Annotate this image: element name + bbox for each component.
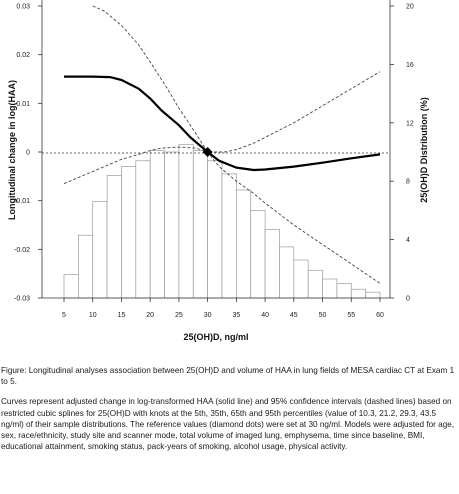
x-tick-label: 25 — [175, 312, 183, 319]
x-tick-label: 35 — [232, 312, 240, 319]
y2-tick-label: 4 — [406, 237, 410, 244]
y-tick-label: 0.01 — [16, 101, 30, 108]
x-tick-label: 60 — [376, 312, 384, 319]
x-tick-label: 30 — [204, 312, 212, 319]
histogram-bar — [307, 269, 323, 299]
caption-description: Curves represent adjusted change in log-… — [1, 397, 455, 452]
spline-curves — [63, 5, 381, 284]
y-tick-label: 0 — [26, 150, 30, 157]
histogram-bar — [221, 173, 237, 299]
histogram-bar — [149, 150, 165, 299]
x-axis-title: 25(OH)D, ng/ml — [183, 332, 248, 342]
histogram-bar — [236, 189, 252, 299]
y-axis-title: Longitudinal change in log(HAA) — [7, 80, 17, 220]
x-tick-label: 10 — [89, 312, 97, 319]
y-tick-label: -0.02 — [14, 247, 30, 254]
histogram-bar — [78, 234, 94, 299]
y2-axis-title: 25(OH)D Distribution (%) — [419, 97, 429, 203]
x-tick-label: 15 — [118, 312, 126, 319]
histogram-bar — [264, 229, 280, 299]
y2-tick-label: 8 — [406, 179, 410, 186]
adjusted-change-curve — [64, 75, 381, 172]
histogram-bar — [178, 144, 194, 299]
histogram-bar — [164, 151, 180, 299]
histogram-bar — [121, 166, 137, 299]
y2-tick-label: 20 — [406, 4, 414, 11]
histogram-bars — [63, 144, 381, 299]
y-tick-label: 0.02 — [16, 52, 30, 59]
x-tick-label: 5 — [62, 312, 66, 319]
histogram-bar — [350, 288, 366, 299]
histogram-bar — [207, 160, 223, 299]
histogram-bar — [293, 259, 309, 299]
y2-tick-label: 16 — [406, 62, 414, 69]
y2-tick-label: 12 — [406, 120, 414, 127]
histogram-bar — [192, 150, 208, 299]
y-tick-label: 0.03 — [16, 4, 30, 11]
x-tick-label: 55 — [347, 312, 355, 319]
y2-tick-label: 0 — [406, 296, 410, 303]
x-tick-label: 40 — [261, 312, 269, 319]
histogram-bar — [336, 283, 352, 299]
plot-frame — [41, 0, 391, 299]
caption-title: Figure: Longitudinal analyses associatio… — [1, 366, 455, 387]
histogram-bar — [279, 246, 295, 299]
y-tick-label: -0.01 — [14, 198, 30, 205]
histogram-bar — [250, 210, 266, 299]
spline-histogram-chart: 5 10 15 20 25 30 35 40 45 50 55 600.030.020.010-0.0… — [7, 0, 429, 342]
histogram-bar — [106, 175, 122, 299]
axis-ticks: 5 10 15 20 25 30 35 40 45 50 55 600.030.020.010-0.0… — [14, 4, 414, 320]
reference-diamond-marker — [202, 147, 213, 157]
histogram-bar — [63, 274, 79, 299]
histogram-bar — [92, 201, 108, 299]
histogram-bar — [365, 291, 381, 299]
y-tick-label: -0.03 — [14, 296, 30, 303]
x-tick-label: 20 — [146, 312, 154, 319]
x-tick-label: 45 — [290, 312, 298, 319]
histogram-bar — [322, 278, 338, 299]
x-tick-label: 50 — [319, 312, 327, 319]
figure-caption: Figure: Longitudinal analyses associatio… — [1, 365, 457, 461]
upper-ci-curve — [92, 5, 381, 153]
histogram-bar — [135, 160, 151, 299]
